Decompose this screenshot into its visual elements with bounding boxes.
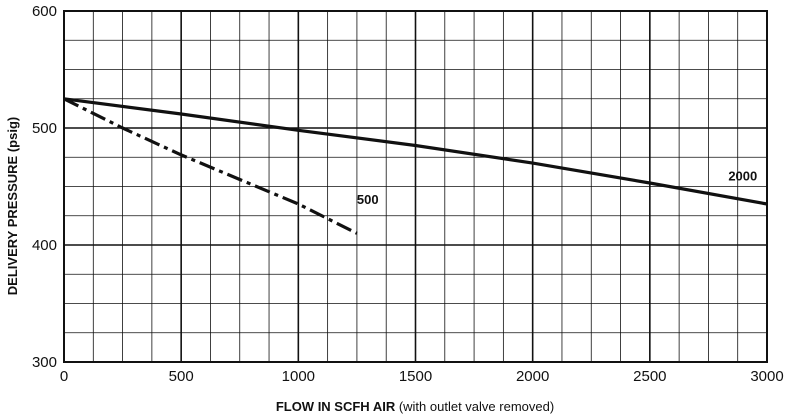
series-label-2000: 2000 xyxy=(728,169,757,184)
series-line-500 xyxy=(63,97,358,235)
x-tick-label: 2000 xyxy=(516,368,549,385)
x-tick-label: 0 xyxy=(60,368,68,385)
y-axis-title: DELIVERY PRESSURE (psig) xyxy=(5,117,20,295)
y-tick-label: 300 xyxy=(32,354,57,371)
x-tick-label: 3000 xyxy=(750,368,783,385)
x-tick-label: 500 xyxy=(169,368,194,385)
x-axis-title-main: FLOW IN SCFH AIR xyxy=(276,399,396,414)
series-labels: 2000 500 xyxy=(357,169,757,207)
y-tick-labels: 300 400 500 600 xyxy=(32,3,57,371)
x-tick-label: 1000 xyxy=(282,368,315,385)
series-label-500: 500 xyxy=(357,192,379,207)
x-tick-labels: 0 500 1000 1500 2000 2500 3000 xyxy=(60,368,784,385)
y-tick-label: 600 xyxy=(32,3,57,20)
series-line-2000 xyxy=(63,97,768,206)
x-tick-label: 1500 xyxy=(399,368,432,385)
x-axis-title-note: (with outlet valve removed) xyxy=(395,399,554,414)
series-layer xyxy=(63,97,768,235)
x-tick-label: 2500 xyxy=(633,368,666,385)
y-tick-label: 500 xyxy=(32,120,57,137)
plot-frame xyxy=(63,10,768,363)
x-axis-title: FLOW IN SCFH AIR (with outlet valve remo… xyxy=(276,399,554,414)
y-tick-label: 400 xyxy=(32,237,57,254)
